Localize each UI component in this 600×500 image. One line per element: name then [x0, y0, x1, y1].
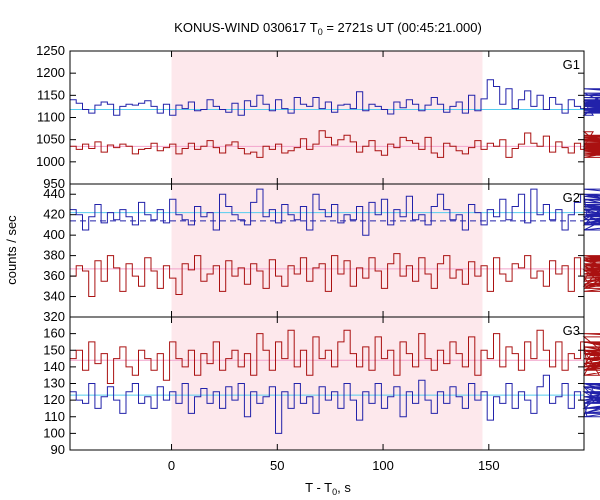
g1-y-tick-label: 1000 — [36, 154, 65, 169]
g2-y-tick-label: 400 — [43, 227, 65, 242]
g2-y-tick-label: 360 — [43, 268, 65, 283]
g1-y-tick-label: 1200 — [36, 65, 65, 80]
x-axis-label: T - T0, s — [305, 480, 351, 497]
g2-y-tick-label: 380 — [43, 248, 65, 263]
g3-y-tick-label: 100 — [43, 425, 65, 440]
g3-y-tick-label: 150 — [43, 342, 65, 357]
g1-blue-series — [70, 79, 600, 116]
highlight-band — [171, 51, 483, 450]
g1-panel-label: G1 — [563, 57, 580, 72]
g3-y-tick-label: 90 — [51, 442, 65, 457]
g3-y-tick-label: 120 — [43, 392, 65, 407]
g1-y-tick-label: 1100 — [37, 110, 65, 125]
g2-blue-series — [70, 188, 600, 236]
x-tick-label: 150 — [478, 458, 500, 473]
g3-panel-label: G3 — [563, 323, 580, 338]
g1-y-tick-label: 1050 — [36, 132, 65, 147]
g2-red-series — [70, 253, 600, 297]
x-tick-label: 100 — [372, 458, 394, 473]
x-tick-label: 0 — [168, 458, 175, 473]
g2-y-tick-label: 440 — [43, 186, 65, 201]
g3-red-series — [70, 329, 600, 384]
g2-panel-label: G2 — [563, 190, 580, 205]
plot-area: 950100010501100115012001250G132034036038… — [36, 43, 600, 473]
g1-y-tick-label: 1250 — [36, 43, 65, 58]
g2-y-tick-label: 420 — [43, 207, 65, 222]
g3-y-tick-label: 160 — [43, 326, 65, 341]
g2-y-tick-label: 340 — [43, 289, 65, 304]
g1-y-tick-label: 950 — [43, 176, 65, 191]
chart-title: KONUS-WIND 030617 T0 = 2721s UT (00:45:2… — [174, 20, 482, 37]
y-axis-label: counts / sec — [4, 215, 19, 285]
g3-y-tick-label: 130 — [43, 376, 65, 391]
g1-y-tick-label: 1150 — [37, 87, 65, 102]
g2-y-tick-label: 320 — [43, 309, 65, 324]
g1-red-series — [70, 130, 600, 158]
g3-y-tick-label: 140 — [43, 359, 65, 374]
g3-blue-series — [70, 374, 600, 434]
x-tick-label: 50 — [270, 458, 284, 473]
g3-y-tick-label: 110 — [44, 409, 65, 424]
